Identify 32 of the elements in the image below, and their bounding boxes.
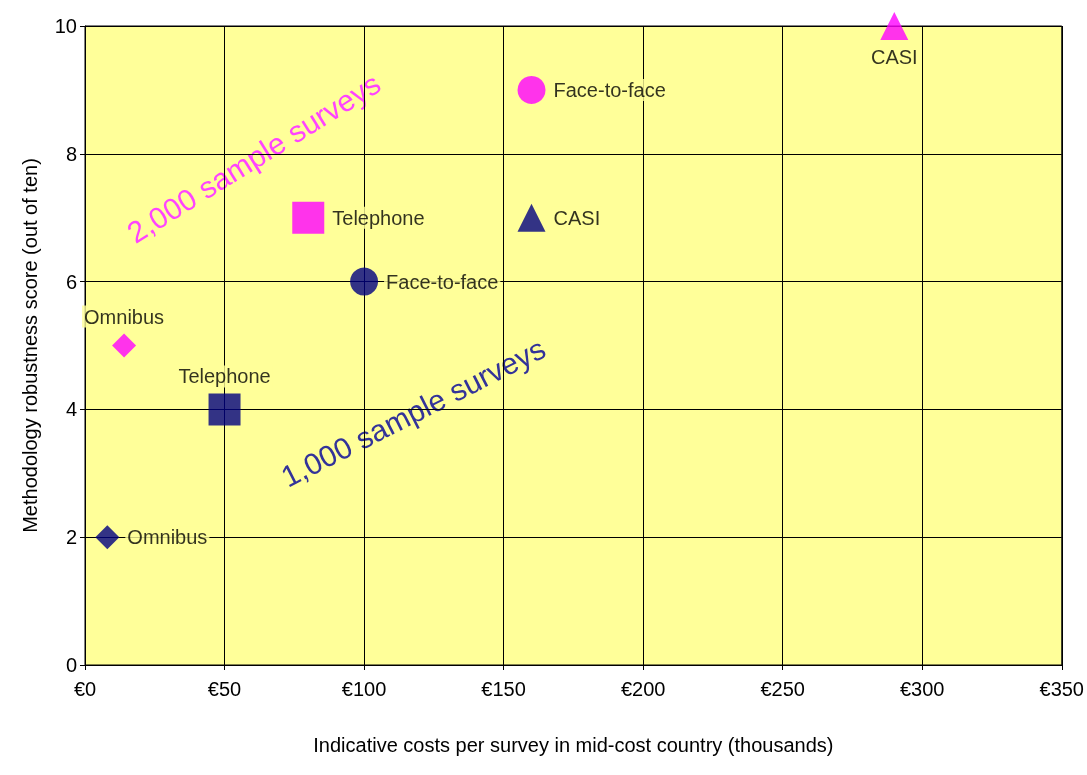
x-tick-label: €350 bbox=[1039, 678, 1084, 700]
x-tick-label: €100 bbox=[341, 678, 387, 700]
series-label: Face-to-face bbox=[553, 78, 666, 101]
y-tick-label: 0 bbox=[65, 654, 77, 676]
point bbox=[517, 75, 546, 104]
x-tick-label: €200 bbox=[620, 678, 666, 700]
point bbox=[880, 12, 909, 40]
series-label: Face-to-face bbox=[386, 270, 499, 293]
x-tick-label: €50 bbox=[207, 678, 242, 700]
y-tick-label: 8 bbox=[65, 142, 77, 165]
x-axis-title: Indicative costs per survey in mid-cost country (thousands) bbox=[313, 734, 834, 756]
y-axis-title: Methodology robustness score (out of ten) bbox=[19, 158, 41, 533]
series-label: Telephone bbox=[178, 365, 271, 388]
point bbox=[208, 393, 241, 426]
point bbox=[95, 525, 120, 550]
x-tick-label: €250 bbox=[760, 678, 805, 700]
x-tick-label: €150 bbox=[481, 678, 526, 700]
point bbox=[517, 203, 546, 232]
point bbox=[292, 201, 325, 234]
series-label: Omnibus bbox=[84, 305, 165, 328]
x-tick-label: €0 bbox=[73, 678, 97, 700]
point bbox=[350, 267, 379, 296]
y-tick-label: 10 bbox=[54, 15, 77, 37]
x-tick-label: €300 bbox=[899, 678, 945, 700]
series-label: CASI bbox=[870, 46, 918, 68]
series-label: Telephone bbox=[332, 206, 425, 229]
y-tick-label: 4 bbox=[65, 398, 77, 421]
point bbox=[112, 333, 137, 358]
y-tick-label: 2 bbox=[65, 526, 77, 549]
series-label: CASI bbox=[553, 206, 601, 229]
series-label: Omnibus bbox=[127, 526, 208, 549]
y-tick-label: 6 bbox=[65, 270, 77, 293]
